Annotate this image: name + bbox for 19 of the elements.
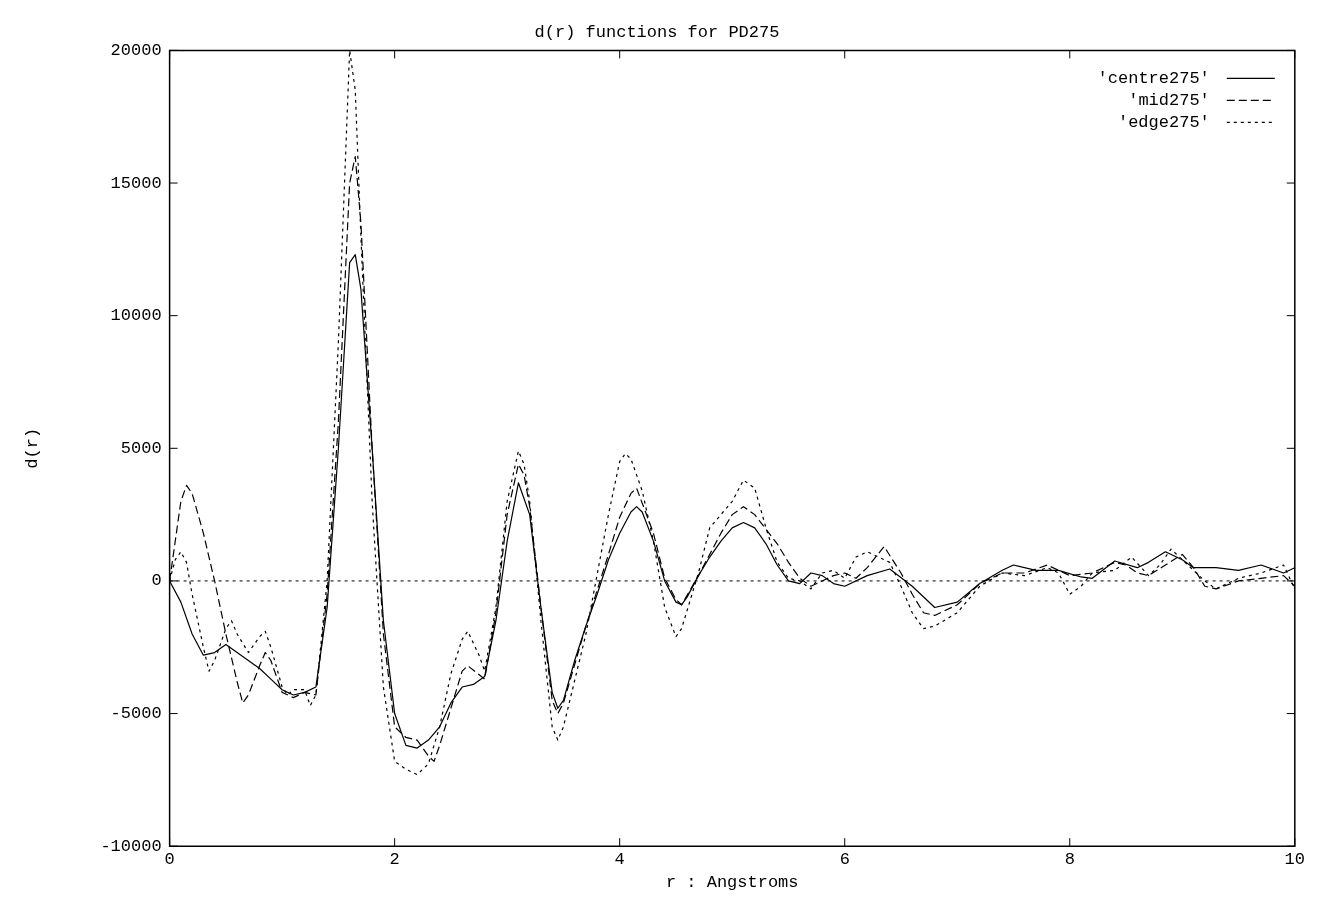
- y-tick-label: -10000: [100, 836, 162, 856]
- x-axis-title: r : Angstroms: [665, 873, 799, 893]
- legend-label: 'mid275': [1128, 90, 1210, 110]
- chart-title: d(r) functions for PD275: [534, 22, 780, 42]
- x-tick-label: 4: [614, 849, 625, 869]
- x-tick-label: 2: [389, 849, 400, 869]
- x-tick-label: 0: [164, 849, 175, 869]
- y-tick-label: 20000: [110, 40, 162, 60]
- y-axis-title: d(r): [22, 427, 42, 469]
- x-tick-label: 6: [839, 849, 850, 869]
- y-tick-label: -5000: [110, 704, 162, 724]
- y-tick-label: 10000: [110, 306, 162, 326]
- x-tick-label: 8: [1064, 849, 1075, 869]
- legend-label: 'centre275': [1097, 68, 1210, 88]
- legend-label: 'edge275': [1117, 112, 1210, 132]
- y-tick-label: 5000: [120, 438, 162, 458]
- y-tick-label: 15000: [110, 173, 162, 193]
- y-tick-label: 0: [151, 571, 162, 591]
- x-tick-label: 10: [1284, 849, 1305, 869]
